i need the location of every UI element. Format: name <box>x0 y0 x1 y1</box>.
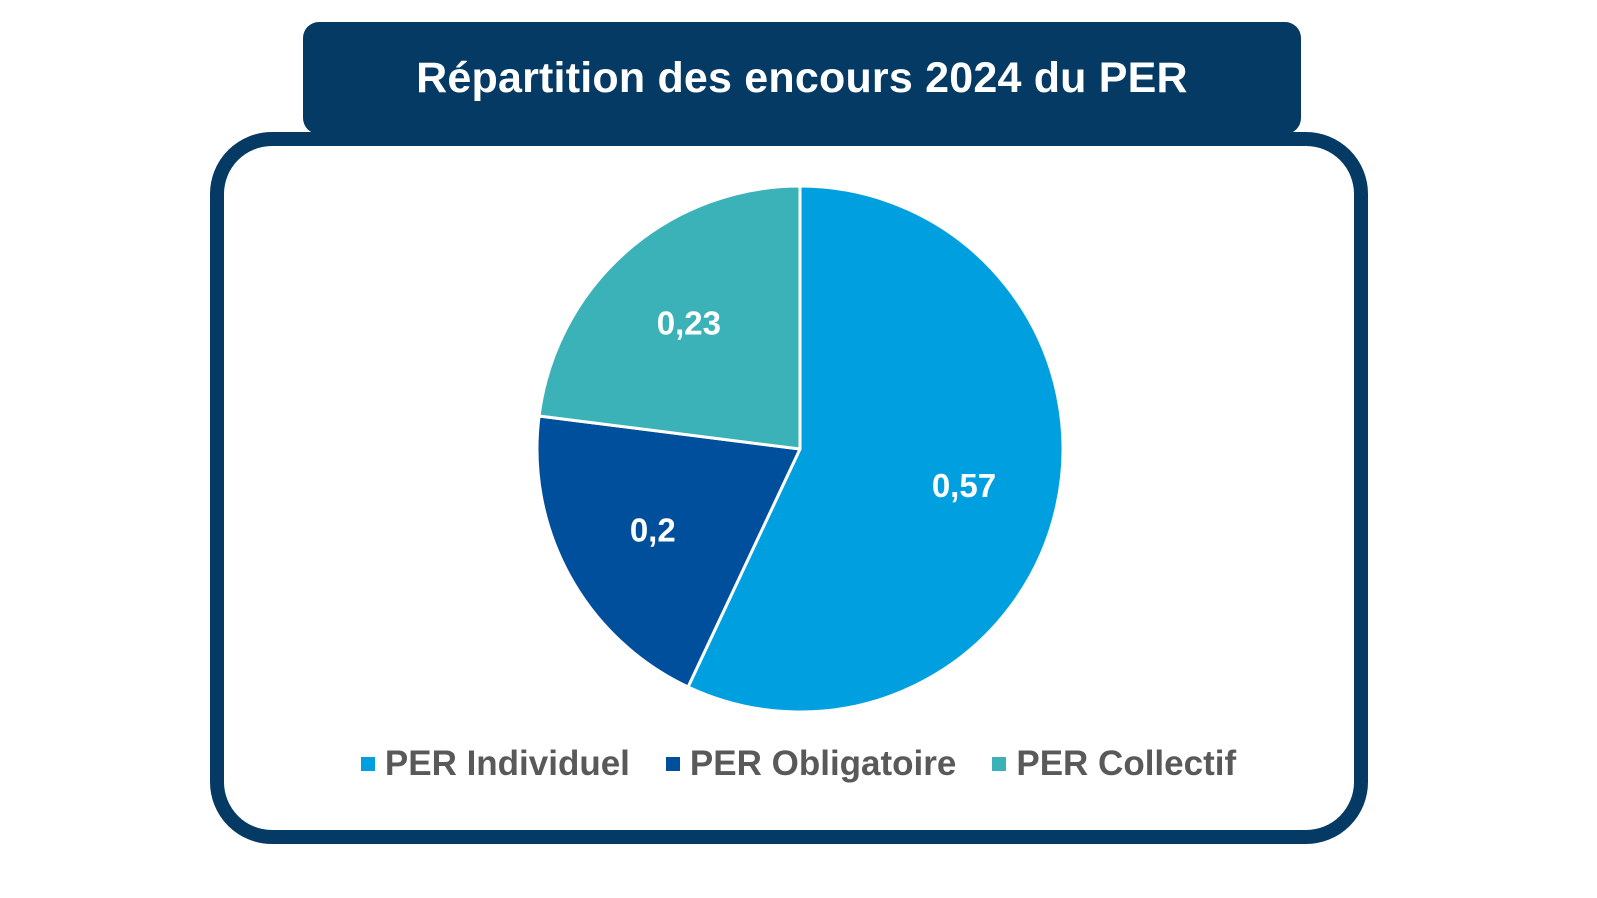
pie-slice-per-individuel <box>686 184 1065 714</box>
pie-slice-per-collectif <box>537 184 802 451</box>
legend-label-per-individuel: PER Individuel <box>384 744 630 783</box>
legend-label-per-obligatoire: PER Obligatoire <box>689 744 957 783</box>
legend-swatch-per-collectif <box>992 757 1007 771</box>
legend-item-per-individuel: PER Individuel <box>360 744 630 784</box>
pie-value-labels: 0,57 0,2 0,23 <box>630 304 996 548</box>
data-label-per-individuel: 0,57 <box>932 467 996 504</box>
chart-title-banner: Répartition des encours 2024 du PER <box>303 22 1301 134</box>
chart-frame <box>210 132 1368 844</box>
data-label-per-obligatoire: 0,2 <box>630 511 676 548</box>
legend-item-per-collectif: PER Collectif <box>992 744 1236 784</box>
chart-title: Répartition des encours 2024 du PER <box>416 54 1188 102</box>
legend-swatch-per-obligatoire <box>665 757 680 771</box>
pie-slices <box>535 184 1065 714</box>
data-label-per-collectif: 0,23 <box>657 304 721 341</box>
legend-label-per-collectif: PER Collectif <box>1016 744 1237 783</box>
legend-swatch-per-individuel <box>360 757 375 771</box>
pie-slice-per-obligatoire <box>535 414 802 689</box>
chart-legend: PER Individuel PER Obligatoire PER Collect… <box>0 744 1597 784</box>
legend-item-per-obligatoire: PER Obligatoire <box>665 744 957 784</box>
